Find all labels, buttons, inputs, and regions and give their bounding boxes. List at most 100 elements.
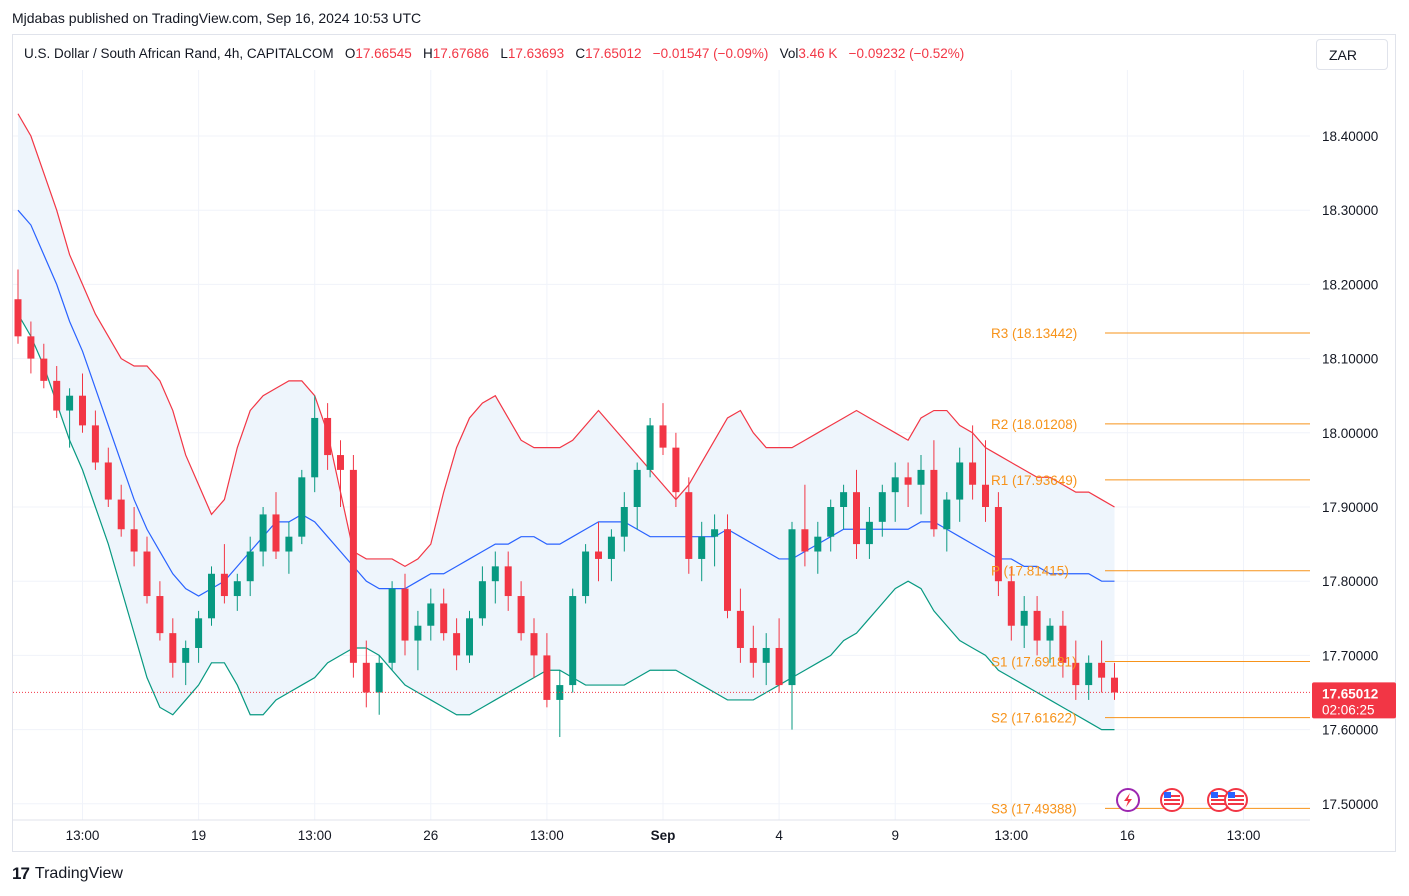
candle-body[interactable] bbox=[246, 551, 254, 582]
candle-body[interactable] bbox=[375, 662, 383, 693]
candle-body[interactable] bbox=[620, 507, 628, 537]
candle-body[interactable] bbox=[91, 425, 99, 463]
candle-body[interactable] bbox=[801, 529, 809, 552]
candle-body[interactable] bbox=[969, 462, 977, 485]
candle-body[interactable] bbox=[1111, 677, 1118, 693]
candle-body[interactable] bbox=[904, 477, 912, 485]
candle-body[interactable] bbox=[685, 492, 693, 559]
candle-body[interactable] bbox=[517, 596, 525, 634]
candle-body[interactable] bbox=[259, 514, 267, 552]
bollinger-band-fill bbox=[18, 113, 1115, 730]
candle-body[interactable] bbox=[1033, 610, 1041, 641]
candle-body[interactable] bbox=[401, 588, 409, 641]
candle-body[interactable] bbox=[427, 603, 435, 626]
candle-body[interactable] bbox=[195, 618, 203, 648]
candle-body[interactable] bbox=[788, 529, 796, 686]
candle-body[interactable] bbox=[595, 551, 602, 559]
price-badge[interactable] bbox=[1312, 682, 1396, 719]
candle-body[interactable] bbox=[569, 596, 577, 686]
tradingview-logo[interactable]: 17 TradingView bbox=[12, 864, 123, 884]
candle-body[interactable] bbox=[633, 469, 641, 507]
candle-body[interactable] bbox=[1072, 662, 1080, 686]
chart-frame bbox=[12, 34, 1396, 852]
candle-body[interactable] bbox=[182, 647, 190, 663]
symbol-title[interactable]: U.S. Dollar / South African Rand, 4h, CA… bbox=[24, 46, 334, 61]
candle-body[interactable] bbox=[1020, 610, 1028, 626]
candle-body[interactable] bbox=[607, 536, 615, 559]
candle-body[interactable] bbox=[956, 462, 964, 500]
candle-body[interactable] bbox=[478, 581, 486, 619]
pivot-label: R3 (18.13442) bbox=[991, 326, 1077, 341]
candle-body[interactable] bbox=[143, 551, 151, 597]
x-tick-label: 13:00 bbox=[1227, 828, 1261, 843]
candle-body[interactable] bbox=[1046, 625, 1054, 641]
candle-body[interactable] bbox=[1007, 581, 1015, 626]
y-tick-label: 17.60000 bbox=[1322, 723, 1378, 738]
candle-body[interactable] bbox=[440, 603, 448, 634]
candle-body[interactable] bbox=[530, 633, 538, 656]
candle-body[interactable] bbox=[1085, 662, 1093, 686]
candle-body[interactable] bbox=[388, 588, 396, 663]
candle-body[interactable] bbox=[504, 566, 512, 597]
candle-body[interactable] bbox=[40, 358, 48, 381]
candle-body[interactable] bbox=[736, 610, 744, 648]
candle-body[interactable] bbox=[53, 380, 61, 411]
candle-body[interactable] bbox=[711, 529, 719, 537]
candle-body[interactable] bbox=[453, 633, 461, 656]
candle-body[interactable] bbox=[646, 425, 654, 470]
candle-body[interactable] bbox=[27, 336, 35, 359]
candle-body[interactable] bbox=[878, 492, 886, 522]
candle-body[interactable] bbox=[169, 633, 177, 663]
y-tick-label: 18.30000 bbox=[1322, 203, 1378, 218]
candle-body[interactable] bbox=[414, 625, 422, 641]
candle-body[interactable] bbox=[891, 477, 899, 493]
candle-body[interactable] bbox=[130, 529, 138, 552]
candle-body[interactable] bbox=[853, 492, 860, 545]
candle-body[interactable] bbox=[14, 299, 22, 337]
candle-body[interactable] bbox=[272, 514, 280, 552]
candle-body[interactable] bbox=[337, 455, 344, 470]
candle-body[interactable] bbox=[362, 662, 370, 693]
candle-body[interactable] bbox=[994, 507, 1002, 582]
candle-body[interactable] bbox=[827, 507, 835, 537]
candle-body[interactable] bbox=[298, 477, 306, 537]
candle-body[interactable] bbox=[66, 395, 74, 411]
candle-body[interactable] bbox=[311, 417, 319, 478]
candle-body[interactable] bbox=[840, 492, 848, 507]
candle-body[interactable] bbox=[156, 596, 164, 634]
candle-body[interactable] bbox=[582, 551, 590, 597]
candle-body[interactable] bbox=[749, 647, 757, 663]
candle-body[interactable] bbox=[865, 521, 873, 545]
candle-body[interactable] bbox=[724, 529, 731, 611]
candle-body[interactable] bbox=[1098, 662, 1106, 678]
candle-body[interactable] bbox=[491, 566, 499, 582]
candle-body[interactable] bbox=[233, 581, 241, 597]
candle-body[interactable] bbox=[930, 469, 938, 530]
candle-body[interactable] bbox=[543, 655, 551, 700]
candle-body[interactable] bbox=[104, 462, 112, 500]
candle-body[interactable] bbox=[659, 425, 667, 448]
candle-body[interactable] bbox=[775, 647, 783, 686]
candle-body[interactable] bbox=[466, 618, 473, 656]
candle-body[interactable] bbox=[324, 417, 332, 456]
candle-body[interactable] bbox=[672, 447, 680, 493]
candle-body[interactable] bbox=[220, 573, 228, 597]
candle-body[interactable] bbox=[285, 536, 293, 552]
currency-button[interactable]: ZAR bbox=[1316, 39, 1388, 70]
candle-body[interactable] bbox=[208, 573, 215, 619]
candle-body[interactable] bbox=[762, 647, 770, 663]
open-label: O bbox=[344, 46, 356, 61]
pivot-label: R2 (18.01208) bbox=[991, 417, 1077, 432]
symbol-legend: U.S. Dollar / South African Rand, 4h, CA… bbox=[24, 46, 964, 61]
candle-body[interactable] bbox=[917, 469, 925, 485]
x-tick-label: 26 bbox=[423, 828, 438, 843]
candle-body[interactable] bbox=[982, 484, 989, 507]
candle-body[interactable] bbox=[117, 499, 125, 530]
candle-body[interactable] bbox=[698, 536, 706, 559]
candle-body[interactable] bbox=[79, 395, 86, 426]
candle-body[interactable] bbox=[943, 499, 951, 530]
candle-body[interactable] bbox=[349, 469, 357, 663]
candle-body[interactable] bbox=[814, 536, 822, 552]
candle-body[interactable] bbox=[1059, 625, 1067, 663]
